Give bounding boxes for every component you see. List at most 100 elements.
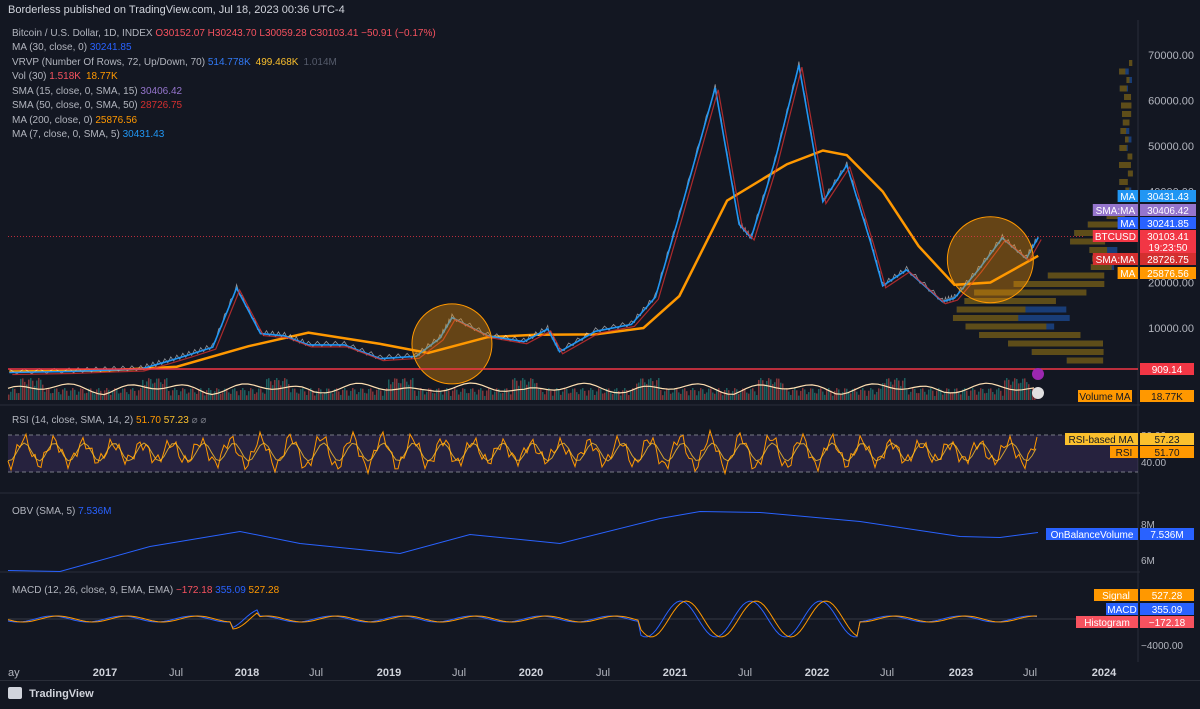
vrvp-bar-down <box>1008 340 1103 347</box>
volume-bar <box>142 379 144 400</box>
volume-bar <box>1026 382 1028 400</box>
volume-bar <box>476 394 478 400</box>
volume-bar <box>228 392 230 400</box>
volume-bar <box>694 390 696 400</box>
volume-bar <box>152 383 154 400</box>
volume-bar <box>508 391 510 400</box>
volume-bar <box>110 394 112 400</box>
rsi-legend-value: 51.70 <box>135 415 161 426</box>
rsi-ma-value: 57.23 <box>1154 435 1179 446</box>
volume-bar <box>416 395 418 400</box>
volume-bar <box>956 388 958 400</box>
rsi-ma-tag-label: RSI-based MA <box>1068 435 1133 446</box>
volume-bar <box>78 391 80 400</box>
volume-bar <box>212 395 214 400</box>
vrvp-bar-down <box>1124 94 1132 100</box>
volume-bar <box>56 388 58 400</box>
volume-bar <box>336 388 338 400</box>
volume-bar <box>868 390 870 400</box>
volume-bar <box>518 385 520 400</box>
volume-bar <box>860 389 862 400</box>
volume-bar <box>284 378 286 400</box>
volume-bar <box>716 389 718 400</box>
volume-bar <box>746 392 748 400</box>
volume-bar <box>422 389 424 400</box>
volume-bar <box>172 390 174 400</box>
volume-bar <box>380 390 382 400</box>
volume-bar <box>658 378 660 400</box>
volume-bar <box>758 379 760 400</box>
volume-bar <box>834 390 836 400</box>
footer-bar: TradingView <box>0 680 1200 709</box>
volume-bar <box>92 392 94 400</box>
volume-bar <box>992 391 994 400</box>
indicator-legend-label: SMA (50, close, 0, SMA, 50) <box>12 100 141 111</box>
price-tag-label-bg <box>1092 253 1138 265</box>
volume-bar <box>100 390 102 400</box>
vrvp-bar-down <box>952 315 1019 321</box>
indicator-legend-line: SMA (50, close, 0, SMA, 50) 28726.75 <box>12 100 187 111</box>
vrvp-bar-down <box>964 298 1056 304</box>
volume-bar <box>60 394 62 400</box>
volume-bar <box>912 388 914 400</box>
volume-bar <box>950 393 952 400</box>
volume-bar <box>378 388 380 400</box>
volume-ma-value: 18.77K <box>1151 392 1183 403</box>
volume-bar <box>540 388 542 400</box>
volume-bar <box>688 395 690 400</box>
volume-bar <box>442 394 444 400</box>
volume-bar <box>766 380 768 400</box>
volume-bar <box>886 378 888 400</box>
indicator-legend-value: 25876.56 <box>95 114 138 126</box>
volume-bar <box>792 389 794 400</box>
volume-bar <box>252 389 254 400</box>
volume-bar <box>178 395 180 400</box>
volume-bar <box>18 393 20 400</box>
macd-tag-label: MACD <box>1107 605 1136 616</box>
volume-bar <box>906 389 908 400</box>
indicator-legend-label: MA (200, close, 0) <box>12 114 96 126</box>
volume-bar <box>816 393 818 400</box>
volume-bar <box>366 393 368 400</box>
main-legend-title: Bitcoin / U.S. Dollar, 1D, INDEX O30152.… <box>12 28 436 39</box>
volume-bar <box>426 391 428 400</box>
volume-bar <box>288 383 290 400</box>
time-tick-label: Jul <box>309 667 323 679</box>
macd-signal-line <box>7 600 1037 638</box>
volume-bar <box>1014 378 1016 400</box>
volume-bar <box>130 389 132 400</box>
volume-bar <box>1000 390 1002 400</box>
volume-bar <box>884 383 886 400</box>
volume-bar <box>238 395 240 400</box>
volume-bar <box>818 388 820 400</box>
volume-bar <box>1012 381 1014 400</box>
price-tag-value-bg <box>1140 267 1196 279</box>
volume-bar <box>224 388 226 400</box>
volume-bar <box>454 388 456 400</box>
volume-bar <box>872 389 874 400</box>
tradingview-logo[interactable]: TradingView <box>8 687 94 700</box>
price-tag-value: 30241.85 <box>1147 219 1189 230</box>
obv-legend: OBV (SMA, 5) 7.536M <box>12 506 112 517</box>
time-tick-label: 2019 <box>377 667 401 679</box>
volume-bar <box>128 394 130 400</box>
obv-legend-value: 7.536M <box>78 506 112 517</box>
volume-bar <box>680 393 682 400</box>
volume-bar <box>292 388 294 400</box>
volume-bar <box>62 389 64 400</box>
volume-bar <box>86 392 88 400</box>
volume-bar <box>328 388 330 400</box>
volume-bar <box>250 388 252 400</box>
volume-bar <box>290 392 292 400</box>
volume-bar <box>888 378 890 400</box>
volume-bar <box>610 392 612 400</box>
price-tag-label: BTCUSD <box>1095 232 1136 243</box>
volume-bar <box>176 389 178 400</box>
volume-bar <box>452 390 454 400</box>
volume-bar <box>504 388 506 400</box>
volume-bar <box>54 388 56 400</box>
volume-bar <box>340 394 342 400</box>
symbol-title: Bitcoin / U.S. Dollar, 1D, INDEX <box>12 28 153 39</box>
volume-bar <box>994 394 996 400</box>
